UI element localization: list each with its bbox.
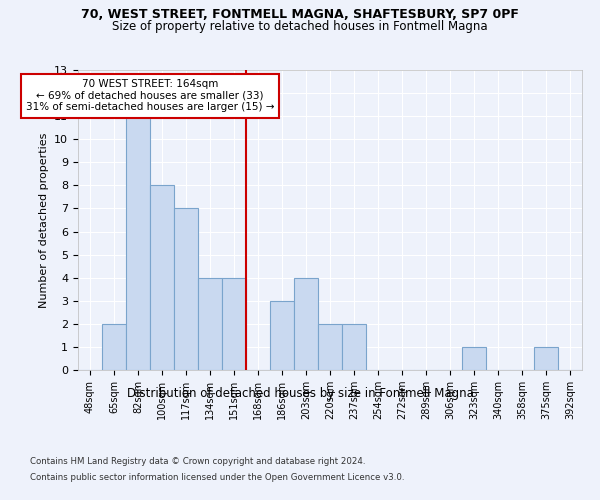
Bar	[150, 186, 174, 370]
Bar	[222, 278, 246, 370]
Text: Contains HM Land Registry data © Crown copyright and database right 2024.: Contains HM Land Registry data © Crown c…	[30, 458, 365, 466]
Bar	[294, 278, 318, 370]
Text: Contains public sector information licensed under the Open Government Licence v3: Contains public sector information licen…	[30, 472, 404, 482]
Bar	[318, 324, 342, 370]
Text: 70 WEST STREET: 164sqm
← 69% of detached houses are smaller (33)
31% of semi-det: 70 WEST STREET: 164sqm ← 69% of detached…	[26, 79, 274, 112]
Text: Size of property relative to detached houses in Fontmell Magna: Size of property relative to detached ho…	[112, 20, 488, 33]
Bar	[342, 324, 366, 370]
Text: 70, WEST STREET, FONTMELL MAGNA, SHAFTESBURY, SP7 0PF: 70, WEST STREET, FONTMELL MAGNA, SHAFTES…	[81, 8, 519, 20]
Bar	[534, 347, 558, 370]
Bar	[462, 347, 486, 370]
Bar	[270, 301, 294, 370]
Bar	[126, 116, 150, 370]
Bar	[174, 208, 198, 370]
Y-axis label: Number of detached properties: Number of detached properties	[38, 132, 49, 308]
Bar	[198, 278, 222, 370]
Bar	[102, 324, 126, 370]
Text: Distribution of detached houses by size in Fontmell Magna: Distribution of detached houses by size …	[127, 388, 473, 400]
